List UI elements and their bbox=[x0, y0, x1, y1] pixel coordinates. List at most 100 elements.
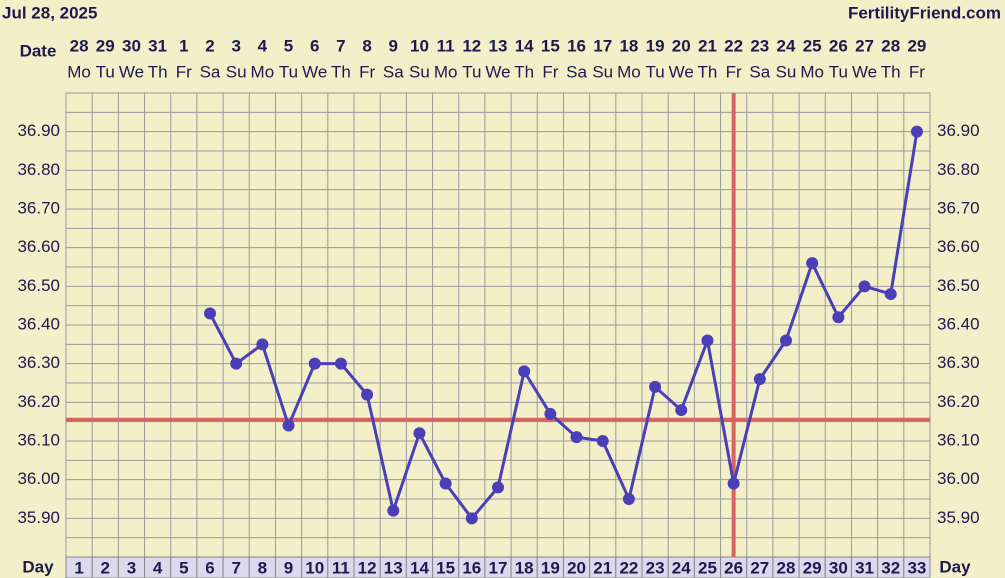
day-label: 16 bbox=[462, 558, 481, 577]
weekday-label: Mo bbox=[67, 62, 91, 81]
y-tick-label: 36.60 bbox=[937, 237, 980, 256]
weekday-label: We bbox=[485, 62, 510, 81]
temperature-point bbox=[439, 477, 452, 490]
weekday-label: We bbox=[119, 62, 144, 81]
date-label: 5 bbox=[284, 36, 293, 55]
weekday-label: Tu bbox=[279, 62, 298, 81]
weekday-label: Tu bbox=[462, 62, 481, 81]
weekday-label: Mo bbox=[434, 62, 458, 81]
temperature-point bbox=[387, 504, 400, 517]
day-label: 23 bbox=[646, 558, 665, 577]
y-tick-label: 36.90 bbox=[937, 121, 980, 140]
y-tick-label: 36.60 bbox=[17, 237, 60, 256]
temperature-point bbox=[858, 280, 871, 293]
temperature-point bbox=[701, 334, 714, 347]
chart-title: Jul 28, 2025 bbox=[2, 3, 97, 22]
temperature-point bbox=[230, 357, 243, 370]
day-label: 13 bbox=[384, 558, 403, 577]
y-tick-label: 36.30 bbox=[17, 353, 60, 372]
temperature-point bbox=[596, 435, 609, 447]
date-label: 29 bbox=[96, 36, 115, 55]
day-label: 9 bbox=[284, 558, 293, 577]
day-label: 18 bbox=[515, 558, 534, 577]
day-axis-label: Day bbox=[939, 557, 971, 576]
weekday-label: Fr bbox=[176, 62, 192, 81]
day-label: 20 bbox=[567, 558, 586, 577]
temperature-point bbox=[308, 357, 321, 370]
weekday-label: Tu bbox=[96, 62, 115, 81]
weekday-label: Sa bbox=[566, 62, 587, 81]
date-label: 14 bbox=[515, 36, 534, 55]
y-tick-label: 36.00 bbox=[17, 469, 60, 488]
date-axis-label: Date bbox=[20, 41, 57, 60]
day-label: 24 bbox=[672, 558, 691, 577]
y-tick-label: 36.00 bbox=[937, 469, 980, 488]
weekday-label: Su bbox=[776, 62, 797, 81]
temperature-point bbox=[492, 481, 504, 494]
day-label: 30 bbox=[829, 558, 848, 577]
date-label: 4 bbox=[258, 36, 268, 55]
weekday-label: We bbox=[302, 62, 327, 81]
day-label: 4 bbox=[153, 558, 163, 577]
temperature-point bbox=[570, 431, 583, 444]
temperature-point bbox=[256, 338, 269, 351]
y-tick-label: 35.90 bbox=[937, 508, 980, 527]
day-label: 12 bbox=[358, 558, 377, 577]
day-label: 10 bbox=[305, 558, 324, 577]
date-label: 18 bbox=[619, 36, 638, 55]
temperature-point bbox=[361, 388, 374, 401]
y-tick-label: 36.50 bbox=[937, 276, 980, 295]
date-label: 25 bbox=[803, 36, 822, 55]
weekday-label: Sa bbox=[383, 62, 404, 81]
weekday-label: Mo bbox=[800, 62, 824, 81]
temperature-point bbox=[780, 334, 792, 347]
date-label: 23 bbox=[750, 36, 769, 55]
day-label: 28 bbox=[777, 558, 796, 577]
weekday-label: Su bbox=[226, 62, 247, 81]
day-cell bbox=[903, 556, 931, 578]
y-tick-label: 36.30 bbox=[937, 353, 980, 372]
temperature-point bbox=[282, 419, 295, 432]
day-label: 27 bbox=[750, 558, 769, 577]
temperature-point bbox=[832, 311, 845, 324]
date-label: 6 bbox=[310, 36, 319, 55]
temperature-line bbox=[208, 131, 919, 521]
day-label: 5 bbox=[179, 558, 188, 577]
y-tick-label: 36.80 bbox=[937, 160, 980, 179]
y-tick-label: 36.50 bbox=[17, 276, 60, 295]
temperature-point bbox=[910, 125, 923, 138]
date-label: 11 bbox=[437, 36, 455, 55]
date-label: 26 bbox=[829, 36, 848, 55]
temperature-point bbox=[806, 257, 819, 270]
date-label: 3 bbox=[231, 36, 240, 55]
weekday-label: Fr bbox=[726, 62, 742, 81]
weekday-label: Th bbox=[514, 62, 534, 81]
date-label: 8 bbox=[362, 36, 371, 55]
y-tick-label: 36.10 bbox=[937, 430, 980, 449]
date-label: 7 bbox=[336, 36, 345, 55]
day-axis-label: Day bbox=[22, 557, 54, 576]
date-label: 27 bbox=[855, 36, 874, 55]
day-label: 7 bbox=[231, 558, 240, 577]
temperature-point bbox=[518, 365, 531, 378]
weekday-label: Mo bbox=[251, 62, 275, 81]
day-label: 25 bbox=[698, 558, 717, 577]
day-label: 15 bbox=[436, 558, 455, 577]
day-label: 11 bbox=[332, 558, 350, 577]
date-label: 10 bbox=[410, 36, 429, 55]
temperature-point bbox=[465, 512, 478, 525]
date-label: 17 bbox=[593, 36, 612, 55]
temperature-point bbox=[413, 427, 426, 440]
temperature-point bbox=[675, 404, 688, 417]
day-label: 17 bbox=[489, 558, 508, 577]
y-tick-label: 36.20 bbox=[937, 392, 980, 411]
weekday-label: Th bbox=[881, 62, 901, 81]
day-label: 33 bbox=[907, 558, 926, 577]
y-tick-label: 36.80 bbox=[17, 160, 60, 179]
temperature-point bbox=[622, 493, 635, 505]
weekday-label: Tu bbox=[829, 62, 848, 81]
date-label: 19 bbox=[646, 36, 665, 55]
weekday-label: We bbox=[852, 62, 877, 81]
y-tick-label: 36.70 bbox=[937, 198, 980, 217]
